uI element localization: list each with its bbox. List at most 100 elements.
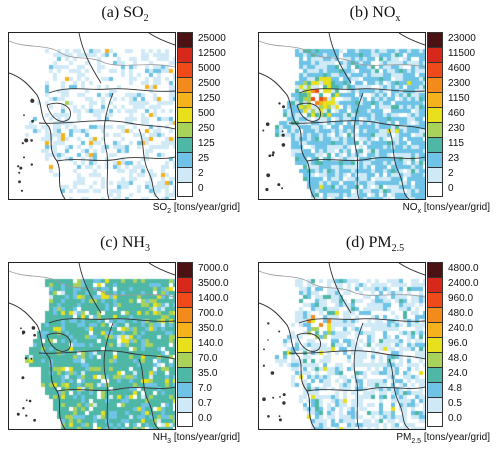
boundary-overlay xyxy=(9,33,175,199)
colorbar-swatch xyxy=(427,182,443,197)
island xyxy=(281,187,284,190)
island xyxy=(272,151,275,154)
province-boundary xyxy=(48,88,175,94)
colorbar-swatch xyxy=(177,367,193,382)
island xyxy=(272,396,275,399)
unit-label-subscript: 3 xyxy=(167,438,172,445)
colorbar-tick-label: 25 xyxy=(198,153,210,164)
island xyxy=(278,330,281,333)
colorbar-swatch xyxy=(427,292,443,307)
colorbar-tick-label: 4600 xyxy=(448,63,471,74)
island xyxy=(271,153,275,157)
province-boundary xyxy=(48,318,175,324)
province-boundary xyxy=(78,263,102,314)
unit-label: SO2 [tons/year/grid] xyxy=(153,202,240,215)
emission-map xyxy=(8,32,176,200)
unit-label-subscript: x xyxy=(417,208,422,215)
colorbar-swatch xyxy=(427,32,443,47)
unit-label-species: NH xyxy=(152,432,168,443)
colorbar-legend: 25000 12500 5000 2500 1250 500 250 125 25 2 0 xyxy=(177,32,247,200)
province-boundary xyxy=(388,358,410,429)
colorbar-tick-label: 48.0 xyxy=(448,353,468,364)
island xyxy=(30,98,35,103)
colorbar-tick-label: 230 xyxy=(448,123,465,134)
colorbar-swatch xyxy=(427,262,443,277)
colorbar-swatch xyxy=(177,382,193,397)
colorbar-swatch xyxy=(177,92,193,107)
island xyxy=(20,189,24,192)
panel-nh3: (c) NH3 7000.0 3500.0 1400.0 700.0 350.0 140.0… xyxy=(0,230,250,460)
province-boundary xyxy=(388,128,410,199)
island xyxy=(33,418,36,422)
island xyxy=(25,399,28,402)
colorbar-swatch xyxy=(427,47,443,62)
unit-label-species: PM xyxy=(396,432,412,443)
colorbar-tick-label: 1250 xyxy=(198,93,221,104)
colorbar-swatch xyxy=(177,77,193,92)
colorbar-tick-label: 4800.0 xyxy=(448,263,479,274)
coastline xyxy=(398,33,425,46)
island xyxy=(279,396,281,398)
colorbar-swatch xyxy=(427,152,443,167)
emission-map xyxy=(258,262,426,430)
province-boundary xyxy=(328,33,352,84)
colorbar-swatch xyxy=(177,47,193,62)
island xyxy=(268,154,272,157)
colorbar-tick-label: 700.0 xyxy=(198,308,224,319)
colorbar-tick-label: 250 xyxy=(198,123,215,134)
colorbar-tick-label: 11500 xyxy=(448,48,476,59)
province-boundary xyxy=(78,33,102,84)
unit-label-subscript: 2 xyxy=(167,208,172,215)
island xyxy=(282,393,286,397)
island xyxy=(278,418,282,422)
province-boundary xyxy=(46,332,71,352)
country-border xyxy=(9,40,175,68)
colorbar-swatch xyxy=(427,62,443,77)
island xyxy=(278,102,281,105)
province-boundary xyxy=(353,322,364,429)
unit-label: PM2.5 [tons/year/grid] xyxy=(396,432,490,445)
colorbar-tick-label: 24.0 xyxy=(448,368,468,379)
colorbar-swatch xyxy=(427,137,443,152)
province-boundary xyxy=(353,92,364,199)
unit-label-units: [tons/year/grid] xyxy=(171,202,240,213)
panel-title-text: (c) NH xyxy=(100,234,145,251)
emission-grid xyxy=(9,263,175,429)
colorbar-tick-label: 0 xyxy=(198,183,204,194)
colorbar-tick-label: 5000 xyxy=(198,63,221,74)
island xyxy=(267,415,270,418)
island xyxy=(23,114,25,116)
colorbar-swatch xyxy=(177,397,193,412)
colorbar-swatch xyxy=(177,107,193,122)
island xyxy=(282,105,285,109)
unit-label-units: [tons/year/grid] xyxy=(421,432,490,443)
colorbar-swatch xyxy=(427,92,443,107)
province-boundary xyxy=(56,156,175,162)
coastline xyxy=(148,33,175,46)
colorbar-tick-label: 23000 xyxy=(448,33,476,44)
province-boundary xyxy=(56,386,175,392)
coastline xyxy=(148,263,175,276)
unit-label: NOx [tons/year/grid] xyxy=(403,202,490,215)
colorbar-swatch xyxy=(427,277,443,292)
colorbar-tick-label: 140.0 xyxy=(198,338,224,349)
emission-map xyxy=(8,262,176,430)
island xyxy=(262,364,265,367)
island xyxy=(31,326,36,330)
colorbar-swatch xyxy=(177,137,193,152)
province-boundary xyxy=(288,350,425,360)
colorbar-tick-label: 350.0 xyxy=(198,323,224,334)
island xyxy=(267,339,269,341)
island xyxy=(267,322,270,325)
island xyxy=(262,129,265,132)
colorbar-tick-label: 1400.0 xyxy=(198,293,229,304)
country-border xyxy=(259,40,425,68)
colorbar-swatch xyxy=(177,122,193,137)
boundary-overlay xyxy=(259,33,425,199)
colorbar-legend: 7000.0 3500.0 1400.0 700.0 350.0 140.0 70.0 35.… xyxy=(177,262,247,430)
unit-label-units: [tons/year/grid] xyxy=(171,432,240,443)
province-boundary xyxy=(306,386,425,392)
colorbar-legend: 4800.0 2400.0 960.0 480.0 240.0 96.0 48.0 24.0 4… xyxy=(427,262,497,430)
colorbar-swatch xyxy=(177,412,193,427)
colorbar-swatch xyxy=(177,167,193,182)
